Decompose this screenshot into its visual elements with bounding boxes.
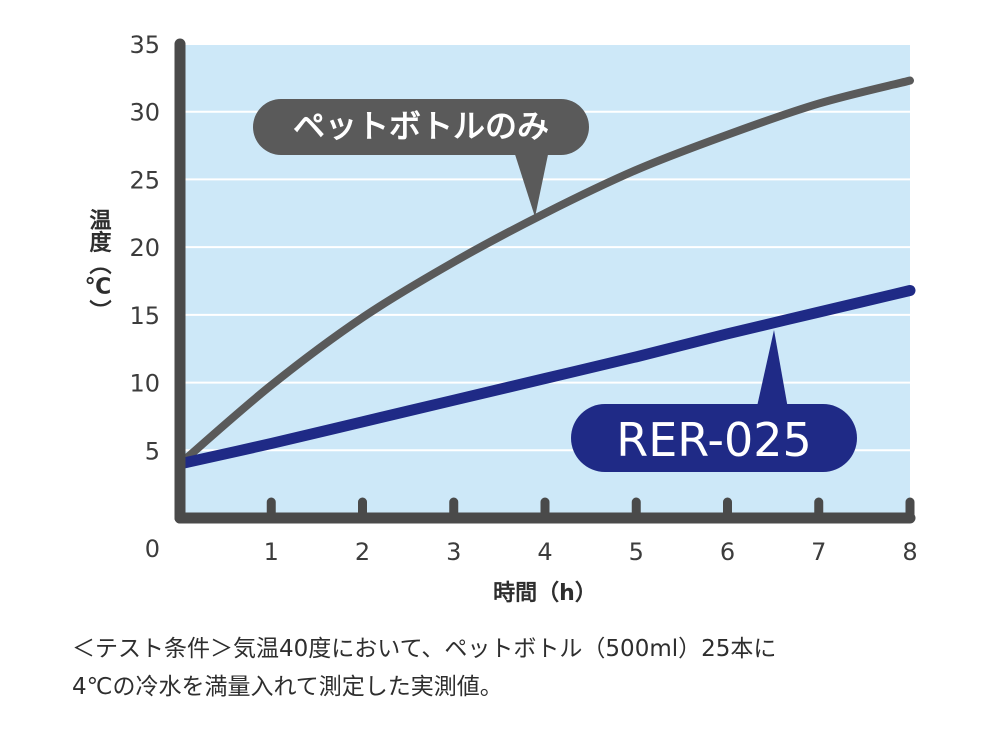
callout-pet-bottle-pointer bbox=[512, 145, 550, 217]
callout-pet-bottle-bubble bbox=[253, 99, 589, 155]
y-axis-title: 温度（℃） bbox=[85, 209, 112, 322]
y-tick-label: 25 bbox=[129, 166, 160, 194]
callout-pet-bottle-label: ペットボトルのみ bbox=[293, 107, 549, 145]
x-tick-label: 3 bbox=[446, 538, 461, 566]
x-tick-label: 7 bbox=[811, 538, 826, 566]
x-tick-label: 5 bbox=[629, 538, 644, 566]
tick-labels: 5 10 15 20 25 30 35 0 1 2 3 4 5 6 7 8 bbox=[129, 31, 917, 566]
test-conditions-line-2: 4℃の冷水を満量入れて測定した実測値。 bbox=[72, 674, 503, 700]
x-tick-label: 4 bbox=[537, 538, 552, 566]
axes bbox=[174, 38, 916, 524]
test-conditions-note: ＜テスト条件＞気温40度において、ペットボトル（500ml）25本に 4℃の冷水… bbox=[72, 630, 972, 706]
series-layer bbox=[174, 76, 916, 470]
y-tick-label: 10 bbox=[129, 370, 160, 398]
callout-rer025-pointer bbox=[754, 330, 790, 420]
y-tick-label: 5 bbox=[145, 437, 160, 465]
x-tick-label: 6 bbox=[720, 538, 735, 566]
callout-rer025-label: RER-025 bbox=[616, 413, 812, 467]
x-tick-label: 1 bbox=[264, 538, 279, 566]
callout-rer025: RER-025 bbox=[571, 330, 857, 472]
series-line-rer025 bbox=[174, 284, 916, 470]
origin-label: 0 bbox=[145, 535, 160, 563]
y-tick-label: 35 bbox=[129, 31, 160, 59]
x-tick-label: 2 bbox=[355, 538, 370, 566]
callout-pet-bottle: ペットボトルのみ bbox=[253, 99, 589, 217]
callout-rer025-bubble bbox=[571, 404, 857, 472]
y-tick-label: 30 bbox=[129, 99, 160, 127]
x-tick-label: 8 bbox=[902, 538, 917, 566]
x-axis-title: 時間（h） bbox=[493, 581, 597, 606]
test-conditions-line-1: ＜テスト条件＞気温40度において、ペットボトル（500ml）25本に bbox=[72, 636, 777, 662]
y-tick-label: 15 bbox=[129, 302, 160, 330]
series-line-pet-bottle bbox=[176, 76, 914, 468]
y-tick-label: 20 bbox=[129, 234, 160, 262]
